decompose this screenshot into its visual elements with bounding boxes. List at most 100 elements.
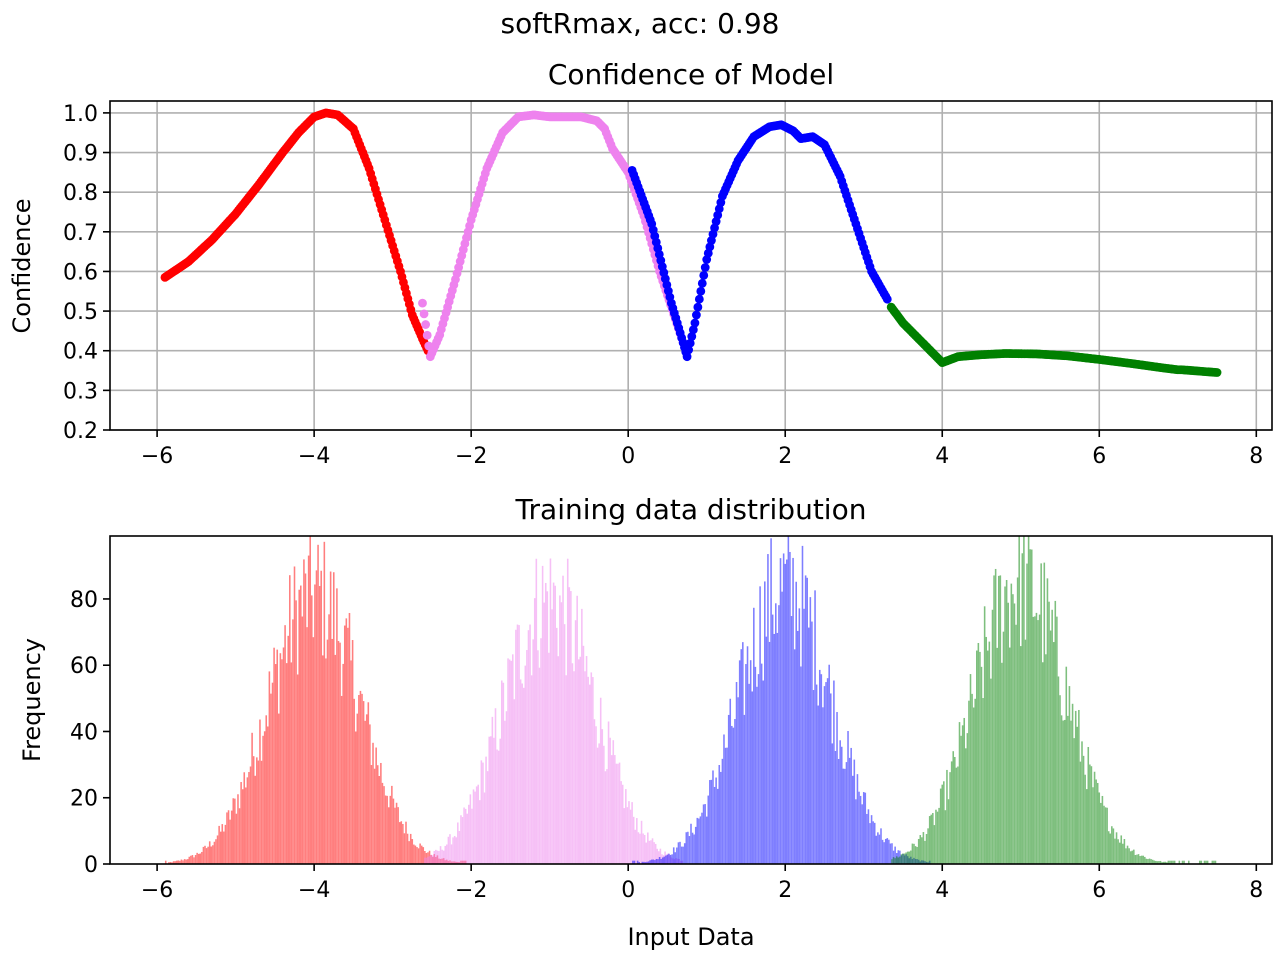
- histogram-bar: [229, 819, 231, 864]
- x-tick-label: 2: [778, 878, 792, 903]
- histogram-bar: [479, 800, 481, 864]
- histogram-bar: [227, 810, 230, 864]
- histogram-bar: [197, 853, 200, 864]
- histogram-bar: [947, 799, 950, 864]
- histogram-bar: [980, 666, 983, 864]
- histogram-bar: [855, 799, 857, 864]
- histogram-bar: [979, 651, 981, 864]
- histogram-bar: [329, 571, 332, 864]
- histogram-bar: [743, 714, 746, 864]
- histogram-bar: [634, 829, 637, 864]
- histogram-bar: [240, 782, 242, 864]
- histogram-bars: [164, 536, 1217, 864]
- histogram-bar: [337, 640, 340, 864]
- histogram-bar: [256, 757, 258, 864]
- histogram-bar: [1079, 761, 1082, 864]
- histogram-bar: [420, 845, 423, 864]
- histogram-bar: [839, 740, 841, 864]
- histogram-bar: [164, 860, 167, 864]
- histogram-bar: [1015, 624, 1017, 864]
- histogram-bar: [764, 581, 766, 864]
- histogram-bar: [881, 839, 884, 864]
- histogram-bar: [452, 837, 454, 864]
- histogram-bar: [1087, 746, 1090, 864]
- histogram-bar: [582, 645, 585, 864]
- histogram-bar: [701, 812, 703, 864]
- histogram-bar: [541, 565, 544, 864]
- x-tick-label: 8: [1249, 444, 1263, 469]
- histogram-bar: [345, 618, 348, 864]
- histogram-bar: [610, 755, 613, 864]
- histogram-bar: [792, 557, 794, 864]
- histogram-bar: [1052, 642, 1055, 864]
- histogram-bar: [768, 641, 771, 864]
- histogram-bar: [889, 843, 892, 864]
- histogram-bar: [663, 856, 666, 864]
- histogram-bar: [826, 678, 829, 864]
- histogram-bar: [427, 856, 429, 864]
- histogram-bar: [505, 711, 508, 864]
- histogram-bar: [793, 649, 796, 864]
- histogram-bar: [483, 792, 486, 864]
- histogram-blue: [632, 536, 931, 864]
- histogram-bar: [833, 680, 835, 864]
- histogram-bar: [593, 719, 596, 864]
- histogram-bar: [397, 807, 399, 864]
- histogram-bar: [897, 850, 900, 864]
- histogram-bar: [524, 665, 527, 864]
- histogram-bar: [851, 775, 854, 864]
- histogram-bar: [910, 850, 912, 864]
- histogram-bar: [566, 558, 569, 864]
- histogram-bar: [864, 792, 867, 864]
- histogram-bar: [1155, 860, 1157, 864]
- histogram-bar: [823, 686, 826, 864]
- histogram-bar: [204, 845, 206, 864]
- histogram-bar: [850, 747, 852, 864]
- histogram-bar: [811, 621, 813, 864]
- histogram-bar: [268, 671, 271, 864]
- histogram-bar: [449, 834, 451, 864]
- histogram-bar: [696, 817, 699, 864]
- histogram-bar: [668, 853, 670, 864]
- histogram-bar: [289, 575, 291, 864]
- y-tick-label: 0.3: [63, 379, 98, 404]
- histogram-bar: [472, 789, 475, 864]
- histogram-bar: [314, 584, 316, 864]
- histogram-bar: [1131, 850, 1134, 864]
- histogram-bar: [653, 842, 655, 864]
- histogram-bar: [756, 686, 758, 864]
- histogram-bar: [845, 762, 848, 864]
- y-tick-label: 0.6: [63, 260, 98, 285]
- histogram-bar: [411, 839, 414, 864]
- histogram-bar: [307, 555, 310, 864]
- histogram-bar: [537, 650, 539, 864]
- y-tick-label: 1.0: [63, 102, 98, 127]
- histogram-bar: [1183, 860, 1185, 864]
- histogram-bar: [500, 680, 503, 864]
- histogram-bar: [191, 855, 194, 864]
- histogram-bar: [971, 693, 973, 864]
- histogram-bar: [171, 862, 173, 864]
- histogram-bar: [409, 833, 412, 864]
- histogram-bar: [1001, 662, 1003, 864]
- histogram-bar: [1093, 771, 1096, 864]
- histogram-bar: [709, 780, 711, 864]
- histogram-bar: [336, 588, 338, 864]
- histogram-bar: [676, 847, 678, 864]
- histogram-bar: [776, 632, 779, 864]
- histogram-bar: [965, 748, 967, 864]
- histogram-bar: [351, 640, 354, 864]
- histogram-bar: [1173, 860, 1176, 864]
- histogram-bar: [1128, 848, 1130, 864]
- histogram-bar: [274, 664, 277, 864]
- histogram-bar: [762, 680, 765, 864]
- histogram-bar: [982, 698, 984, 864]
- histogram-bar: [1071, 703, 1074, 864]
- data-point: [696, 286, 706, 296]
- data-point: [418, 298, 427, 308]
- histogram-bar: [977, 642, 980, 864]
- histogram-bar: [713, 786, 716, 864]
- histogram-bar: [279, 653, 282, 864]
- histogram-bar: [637, 832, 640, 864]
